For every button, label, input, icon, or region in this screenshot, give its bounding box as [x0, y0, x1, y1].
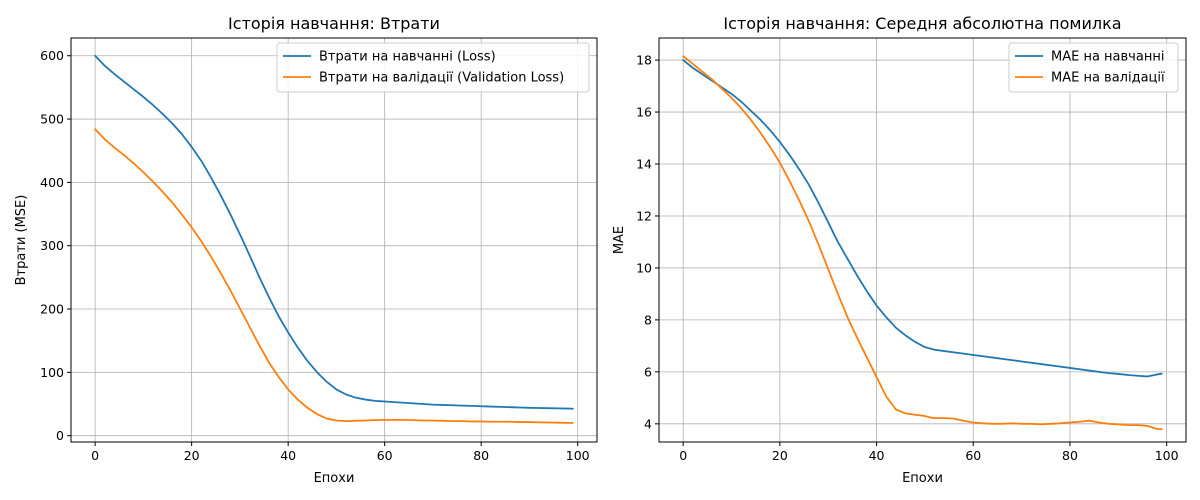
chart-title: Історія навчання: Втрати	[228, 14, 440, 33]
y-tick-label: 500	[40, 112, 64, 127]
x-tick-label: 40	[280, 448, 296, 463]
series-line-0	[682, 59, 1163, 378]
plot-frame	[658, 37, 1187, 443]
y-tick-label: 300	[40, 238, 64, 253]
x-tick-label: 20	[184, 448, 200, 463]
series-lines	[94, 54, 574, 424]
y-tick-label: 600	[40, 48, 64, 63]
chart-mae: 0 20 40 60 80 100 4 6 8 10 12 14 16 18 Історія навчан…	[612, 14, 1187, 486]
y-tick-label: 18	[636, 53, 652, 68]
series-line-1	[682, 55, 1163, 430]
y-axis-label: MAE	[612, 226, 627, 254]
y-tick-label: 16	[636, 105, 652, 120]
y-tick-label: 6	[644, 364, 652, 379]
axis-ticks: 0 20 40 60 80 100 4 6 8 10 12 14 16 18	[636, 53, 1179, 463]
legend-box	[1008, 42, 1179, 93]
y-tick-label: 200	[40, 302, 64, 317]
x-tick-label: 100	[566, 448, 590, 463]
series-line-1	[94, 128, 574, 424]
y-tick-label: 100	[40, 365, 64, 380]
y-tick-label: 4	[644, 416, 652, 431]
y-tick-label: 0	[56, 428, 64, 443]
x-tick-label: 0	[91, 448, 99, 463]
y-tick-label: 10	[636, 260, 652, 275]
plot-frame	[70, 37, 598, 443]
legend: MAE на навчанні MAE на валідації	[1008, 42, 1179, 93]
grid-lines	[71, 38, 597, 442]
x-tick-label: 60	[377, 448, 393, 463]
axis-ticks: 0 20 40 60 80 100 0 100 200 300 400 500 600	[40, 48, 590, 463]
x-tick-label: 40	[869, 448, 885, 463]
legend-label: Втрати на навчанні (Loss)	[319, 50, 496, 65]
x-tick-label: 80	[473, 448, 489, 463]
x-tick-label: 0	[679, 448, 687, 463]
x-tick-label: 80	[1062, 448, 1078, 463]
legend: Втрати на навчанні (Loss) Втрати на валід…	[276, 42, 590, 93]
legend-box	[276, 42, 590, 93]
y-tick-label: 400	[40, 175, 64, 190]
y-axis-label: Втрати (MSE)	[14, 195, 29, 286]
series-lines	[682, 55, 1163, 430]
chart-title: Історія навчання: Середня абсолютна поми…	[723, 14, 1121, 33]
x-tick-label: 20	[772, 448, 788, 463]
y-tick-label: 12	[636, 208, 652, 223]
y-tick-label: 14	[636, 157, 652, 172]
legend-label: MAE на валідації	[1051, 71, 1165, 86]
x-tick-label: 100	[1155, 448, 1179, 463]
series-line-0	[94, 54, 574, 410]
chart-loss: 0 20 40 60 80 100 0 100 200 300 400 500 600 Історія …	[14, 14, 598, 486]
legend-label: Втрати на валідації (Validation Loss)	[319, 71, 564, 86]
x-axis-label: Епохи	[902, 471, 943, 486]
legend-label: MAE на навчанні	[1051, 50, 1164, 65]
x-tick-label: 60	[965, 448, 981, 463]
x-axis-label: Епохи	[314, 471, 355, 486]
y-tick-label: 8	[644, 312, 652, 327]
